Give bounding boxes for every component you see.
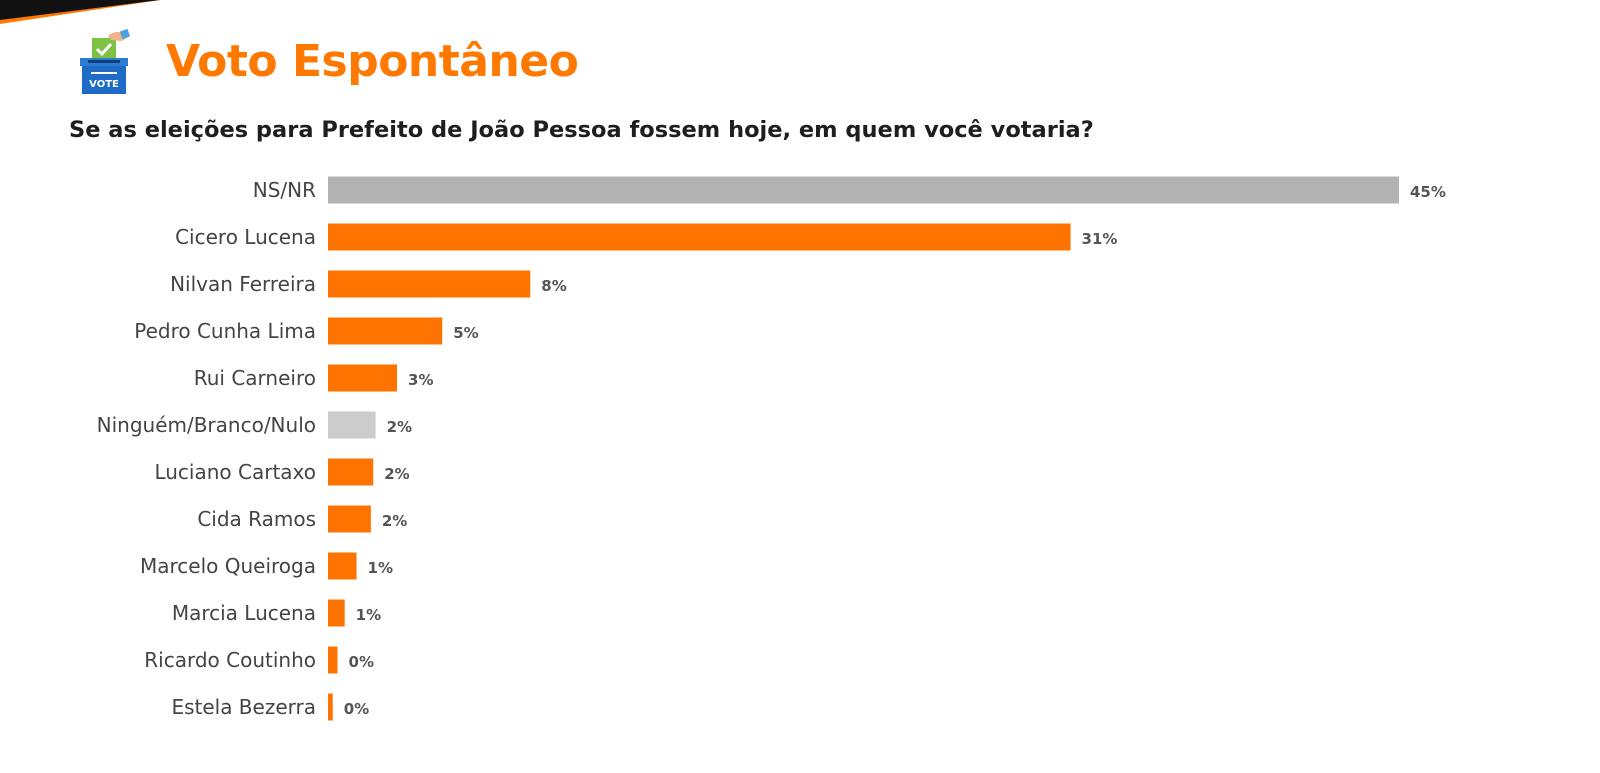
bar: [328, 599, 345, 627]
value-label: 8%: [541, 277, 566, 295]
bar: [328, 411, 376, 439]
category-label: Ninguém/Branco/Nulo: [97, 413, 316, 437]
poll-question: Se as eleições para Prefeito de João Pes…: [69, 117, 1094, 143]
page-title: Voto Espontâneo: [166, 36, 579, 87]
category-label: Luciano Cartaxo: [154, 460, 316, 484]
value-label: 2%: [387, 418, 412, 436]
value-label: 0%: [344, 700, 369, 718]
bar: [328, 552, 357, 580]
value-label: 0%: [349, 653, 374, 671]
bar: [328, 364, 398, 392]
bar: [328, 223, 1071, 251]
bar: [328, 176, 1399, 204]
bar: [328, 270, 531, 298]
category-label: Estela Bezerra: [171, 695, 316, 719]
category-label: Cida Ramos: [197, 507, 316, 531]
corner-stripe-decoration: [0, 0, 160, 24]
bar: [328, 317, 443, 345]
value-label: 2%: [382, 512, 407, 530]
category-label: Cicero Lucena: [175, 225, 316, 249]
value-label: 5%: [453, 324, 478, 342]
value-label: 2%: [384, 465, 409, 483]
value-label: 45%: [1410, 183, 1446, 201]
bar: [328, 646, 338, 674]
bar: [328, 693, 333, 721]
category-label: Marcia Lucena: [172, 601, 316, 625]
bar: [328, 505, 371, 533]
category-label: Rui Carneiro: [194, 366, 316, 390]
value-label: 3%: [408, 371, 433, 389]
ballot-box-vote-icon: VOTE: [80, 28, 131, 94]
value-label: 1%: [368, 559, 393, 577]
value-label: 1%: [356, 606, 381, 624]
bar: [328, 458, 374, 486]
value-label: 31%: [1082, 230, 1118, 248]
category-label: Nilvan Ferreira: [170, 272, 316, 296]
vote-icon-text: VOTE: [89, 79, 119, 90]
category-label: Pedro Cunha Lima: [134, 319, 316, 343]
category-label: Marcelo Queiroga: [140, 554, 316, 578]
category-label: NS/NR: [253, 178, 316, 202]
category-label: Ricardo Coutinho: [144, 648, 316, 672]
